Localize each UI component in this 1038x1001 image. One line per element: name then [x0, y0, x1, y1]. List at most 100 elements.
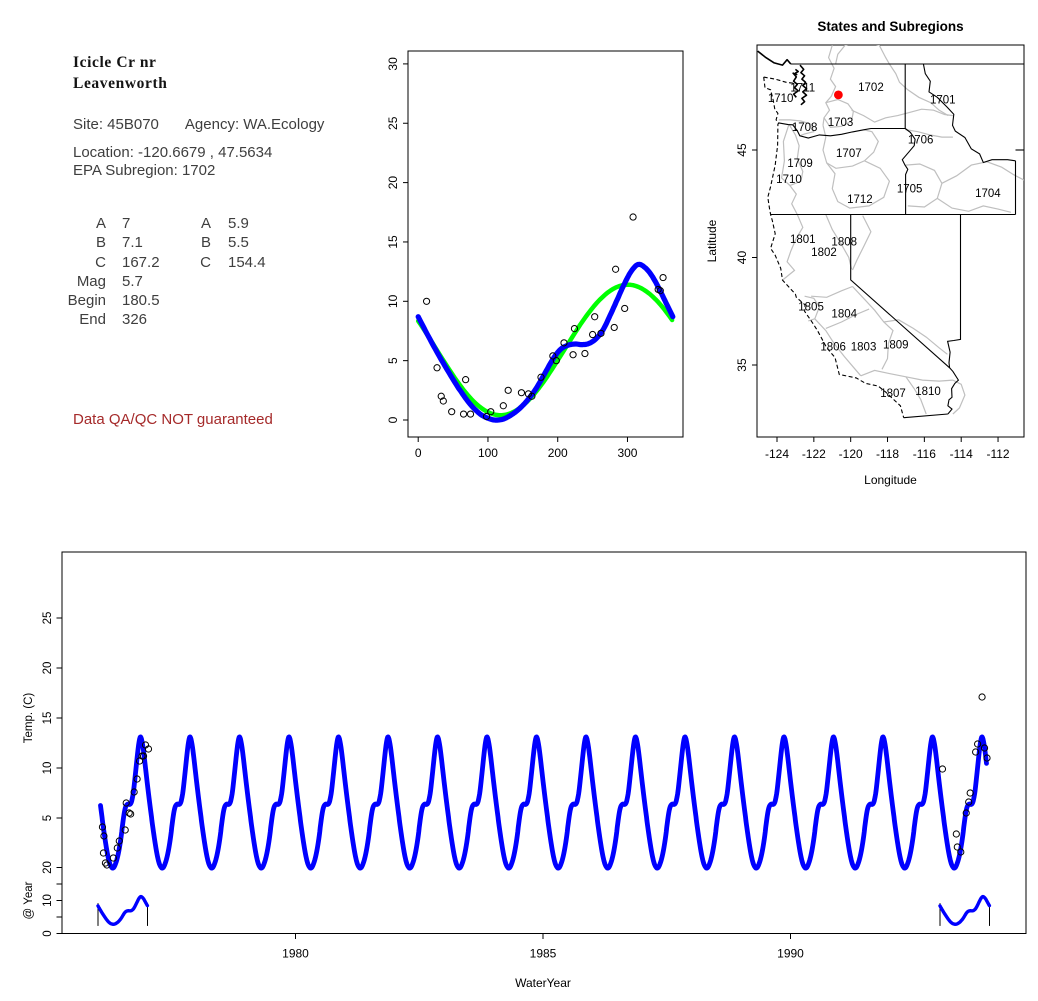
fit-param-label: C: [200, 253, 211, 271]
smooth-fit-curve: [415, 261, 676, 423]
temp-tick-label: 20: [42, 662, 54, 675]
year-tick-label: 1990: [777, 947, 804, 961]
data-point: [482, 412, 491, 421]
fit-param-label: A: [200, 215, 211, 232]
region-label: 1707: [836, 148, 862, 160]
temp-tick-label: 10: [42, 762, 54, 775]
fit-param-value: 326: [122, 311, 148, 329]
fit-params-primary: A 7 B 7.1 C 167.2 Mag 5.7 Begin 180.5 End 326: [59, 215, 160, 331]
station-title-line2: Leavenworth: [73, 75, 168, 92]
series-axes: 1980 1985 1990 5 10 15 20 25 0 10 20: [42, 612, 804, 961]
year-tick-label: 1985: [530, 947, 557, 961]
x-tick-label: 200: [548, 446, 568, 460]
map-axes: -124 -122 -120 -118 -116 -114 -112 35 40 45: [735, 143, 1010, 461]
agency: Agency: WA.Ecology: [184, 116, 325, 133]
y-tick-label: 5: [386, 357, 400, 364]
region-label: 1803: [851, 342, 877, 354]
fit-param-label: Begin: [67, 292, 106, 310]
y-tick-label: 20: [386, 176, 400, 190]
data-point: [98, 823, 107, 831]
series-xlabel: WaterYear: [515, 976, 571, 990]
fit-param-value: 5.5: [228, 234, 249, 252]
data-point: [499, 402, 507, 410]
data-point: [139, 752, 148, 760]
map-puget-sound-coast: [757, 50, 808, 106]
lon-tick-label: -116: [913, 447, 936, 461]
data-point: [597, 329, 605, 337]
fit-param-row: End 326: [59, 311, 160, 330]
station-title: Icicle Cr nr Leavenworth: [73, 52, 167, 94]
data-point: [952, 830, 960, 838]
station-title-line1: Icicle Cr nr: [73, 54, 157, 71]
fit-param-label: B: [95, 234, 106, 252]
data-point: [966, 789, 974, 797]
inset-tick-label: 0: [42, 930, 54, 936]
data-point: [552, 357, 560, 365]
fit-param-row: A 5.9: [168, 215, 266, 234]
y-tick-label: 0: [386, 416, 400, 423]
fit-param-label: B: [200, 234, 211, 252]
annual-temperature-curve: [98, 734, 989, 871]
inset-tick-label: 20: [42, 861, 54, 874]
data-point: [612, 265, 620, 273]
fit-param-value: 7: [122, 215, 131, 232]
lon-tick-label: -114: [950, 447, 973, 461]
data-point: [133, 775, 141, 783]
region-label: 1806: [820, 342, 846, 354]
fit-param-row: B 7.1: [59, 234, 160, 253]
fit-param-label: Mag: [76, 272, 106, 290]
data-point: [115, 837, 123, 845]
temp-tick-label: 5: [42, 815, 54, 821]
epa-subregion: EPA Subregion: 1702: [73, 162, 216, 179]
data-point: [621, 304, 629, 313]
site-location-dot: [833, 90, 843, 100]
fit-param-row: Mag 5.7: [59, 273, 160, 292]
region-label: 1710: [768, 93, 794, 105]
data-point: [100, 832, 108, 840]
seasonal-plot-box: [407, 50, 684, 438]
location: Location: -120.6679 , 47.5634: [73, 144, 273, 161]
map-geometry: [757, 45, 1024, 419]
lon-tick-label: -118: [876, 447, 899, 461]
data-point: [972, 748, 980, 756]
temp-tick-label: 25: [42, 612, 54, 625]
map-ylabel: Latitude: [705, 219, 719, 262]
inset-year-curve: [96, 894, 150, 926]
fit-param-label: End: [79, 311, 106, 329]
data-point: [422, 297, 431, 305]
x-tick-label: 300: [617, 446, 637, 460]
map-coastlines: [763, 76, 905, 418]
region-label: 1808: [831, 236, 857, 248]
region-label: 1802: [811, 247, 837, 259]
lat-tick-label: 45: [735, 143, 749, 157]
annual-series-plot: 1980 1985 1990 5 10 15 20 25 0 10 20 WaterYear Temp.…: [23, 551, 1027, 990]
data-point: [569, 351, 577, 359]
region-label: 1801: [790, 234, 816, 246]
fit-param-label: A: [95, 215, 106, 232]
lat-tick-label: 35: [735, 358, 749, 372]
data-point: [517, 389, 526, 397]
data-point: [433, 364, 441, 372]
fit-param-value: 167.2: [122, 253, 160, 271]
fit-param-value: 154.4: [228, 253, 266, 271]
year-insets: [96, 894, 992, 926]
site-agency-row: Site: 45B070 Agency: WA.Ecology: [73, 116, 324, 133]
series-plot-box: [61, 551, 1027, 934]
region-label: 1704: [975, 188, 1001, 200]
data-point: [957, 848, 965, 856]
data-point: [962, 809, 970, 817]
region-label: 1705: [897, 184, 923, 196]
data-point: [978, 693, 986, 701]
fit-param-row: Begin 180.5: [59, 292, 160, 311]
data-point: [528, 392, 536, 400]
region-label: 1711: [790, 83, 815, 95]
data-point: [448, 408, 456, 416]
temp-tick-label: 15: [42, 712, 54, 725]
data-point: [610, 323, 618, 332]
fit-param-label: C: [95, 253, 106, 271]
sine-fit-curve: [415, 282, 675, 418]
data-point: [121, 826, 129, 834]
data-point: [144, 745, 153, 753]
fit-param-value: 5.7: [122, 272, 143, 290]
data-point: [656, 287, 664, 295]
